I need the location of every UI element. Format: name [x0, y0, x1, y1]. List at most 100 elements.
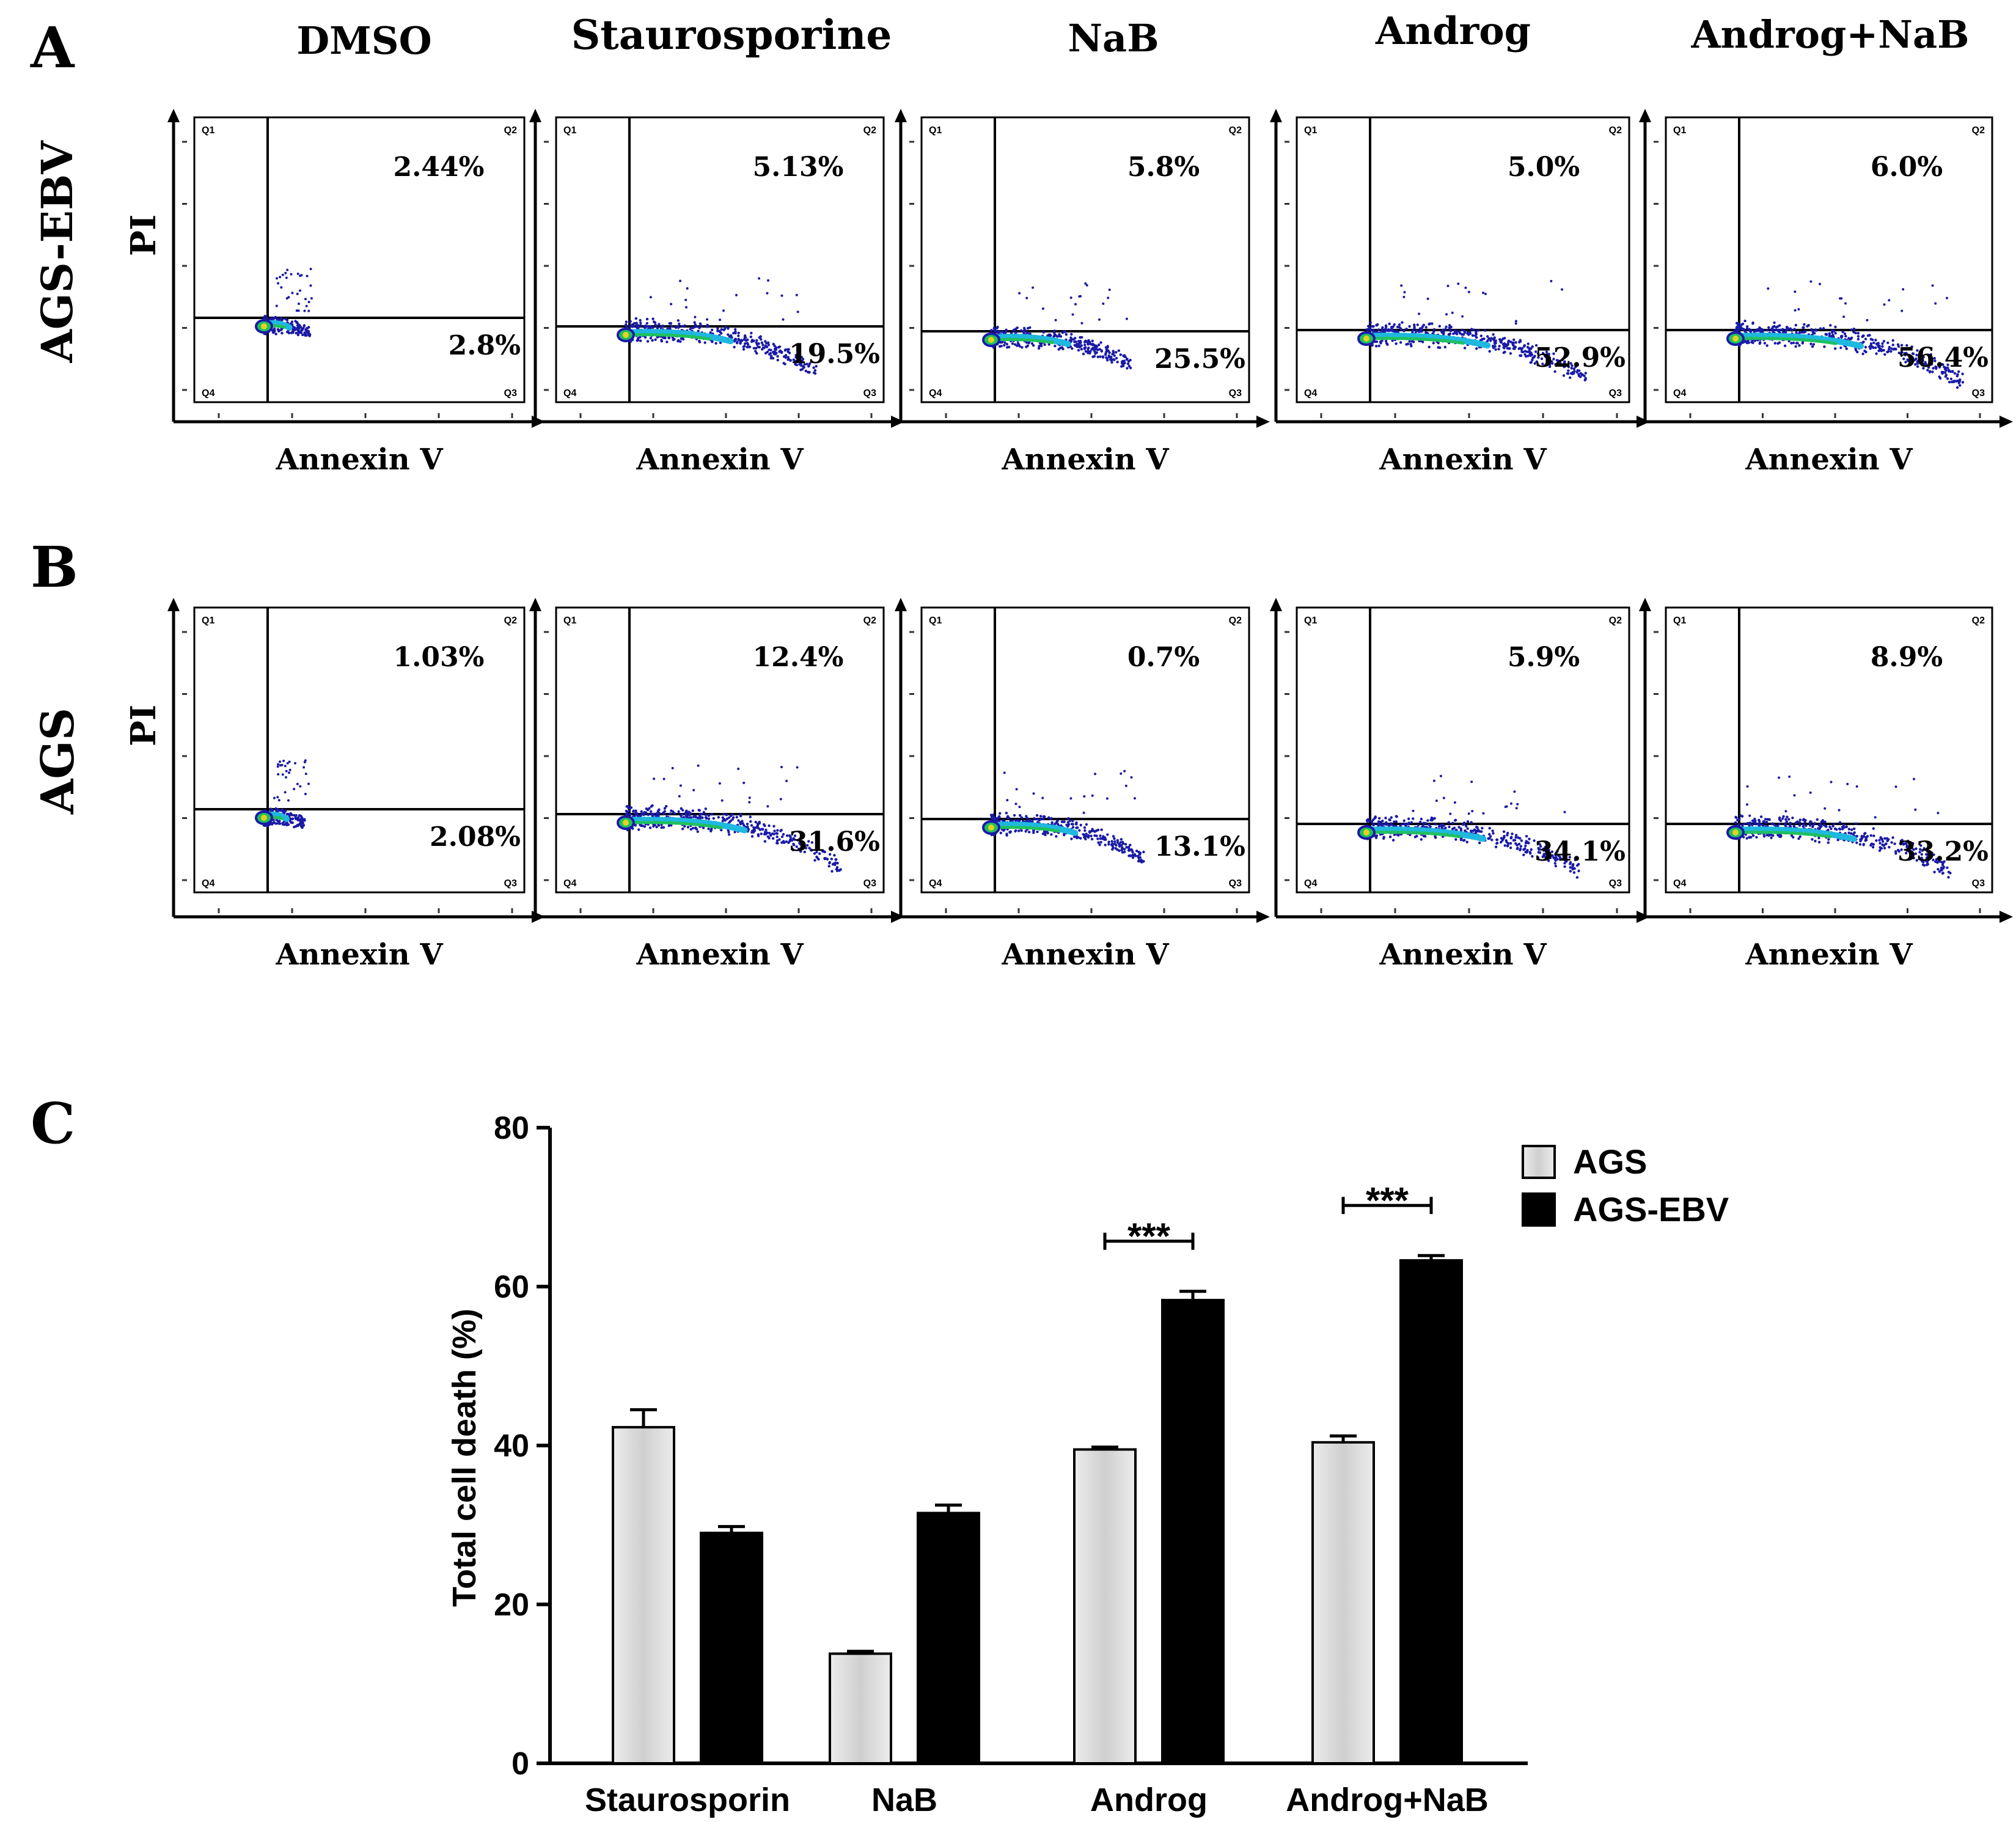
- event-dot: [776, 358, 780, 362]
- event-dot: [741, 822, 744, 825]
- event-dot: [1456, 332, 1459, 336]
- event-dot: [1937, 868, 1940, 871]
- event-dot: [1488, 832, 1491, 836]
- event-dot: [1500, 840, 1503, 844]
- event-dot: [1855, 822, 1858, 825]
- event-dot: [1477, 329, 1480, 332]
- y-tick-label: 40: [494, 1428, 529, 1464]
- event-dot: [1077, 348, 1080, 352]
- event-dot: [1890, 841, 1893, 844]
- event-dot: [1055, 820, 1059, 823]
- event-dot: [1042, 331, 1046, 334]
- event-dot: [1090, 837, 1094, 841]
- event-dot: [660, 340, 664, 343]
- event-dot: [1113, 358, 1116, 361]
- event-dot: [1551, 854, 1554, 857]
- event-dot: [694, 826, 697, 830]
- event-dot: [1791, 817, 1794, 820]
- event-dot: [1765, 329, 1769, 332]
- event-dot: [744, 334, 747, 337]
- event-dot: [1921, 849, 1924, 852]
- event-dot: [1505, 839, 1508, 842]
- event-dot: [1893, 842, 1896, 845]
- event-dot: [1932, 853, 1935, 856]
- event-dot: [720, 328, 724, 331]
- event-dot: [296, 321, 299, 324]
- event-dot: [626, 805, 629, 808]
- event-dot: [681, 809, 684, 812]
- event-dot: [1745, 837, 1748, 840]
- event-dot: [782, 832, 785, 836]
- event-dot: [270, 821, 274, 825]
- event-dot: [279, 764, 282, 767]
- event-dot: [1027, 326, 1030, 330]
- event-dot: [784, 348, 787, 351]
- x-tick-label: Androg: [1090, 1782, 1208, 1818]
- event-dot: [1734, 815, 1737, 819]
- event-dot: [787, 348, 790, 351]
- event-dot: [1014, 331, 1017, 334]
- event-dot: [728, 816, 731, 819]
- event-dot: [1857, 335, 1860, 338]
- event-dot: [1842, 823, 1845, 826]
- event-dot: [1415, 329, 1418, 332]
- event-dot: [732, 816, 735, 819]
- row-label-ags-ebv: AGS-EBV: [32, 140, 82, 364]
- event-dot: [1817, 840, 1821, 844]
- event-dot: [296, 273, 299, 275]
- event-dot: [1839, 346, 1842, 350]
- event-dot: [640, 813, 643, 817]
- event-dot: [1863, 832, 1866, 836]
- event-dot: [1109, 358, 1112, 361]
- event-dot: [753, 829, 757, 832]
- event-dot: [1881, 840, 1885, 843]
- density-core: [1734, 337, 1838, 345]
- event-dot: [1110, 361, 1113, 364]
- event-dot: [828, 853, 832, 856]
- x-axis-arrow: [891, 416, 904, 428]
- event-dot: [1827, 828, 1830, 832]
- event-dot: [1019, 814, 1022, 817]
- event-dot: [1522, 350, 1525, 353]
- event-dot: [300, 328, 303, 331]
- event-dot: [1838, 821, 1842, 824]
- event-dot: [722, 812, 725, 816]
- event-dot: [1555, 359, 1559, 362]
- event-dot: [650, 813, 653, 816]
- event-dot: [665, 805, 668, 808]
- event-dot: [1471, 810, 1474, 813]
- event-dot: [651, 317, 654, 320]
- event-dot: [776, 354, 779, 358]
- event-dot: [1482, 292, 1484, 295]
- event-dot: [290, 320, 294, 323]
- event-dot: [834, 858, 837, 861]
- treatment-header: Staurosporine: [571, 11, 892, 59]
- event-dot: [1393, 833, 1396, 836]
- event-dot: [1877, 345, 1880, 348]
- event-dot: [1869, 347, 1872, 350]
- event-dot: [1083, 795, 1086, 798]
- event-dot: [1112, 846, 1115, 850]
- event-dot: [263, 315, 266, 318]
- event-dot: [742, 345, 746, 348]
- event-dot: [1864, 350, 1868, 354]
- event-dot: [768, 824, 771, 828]
- y-axis-arrow: [895, 109, 907, 122]
- event-dot: [694, 325, 697, 329]
- event-dot: [721, 816, 725, 819]
- event-dot: [1025, 341, 1028, 344]
- event-dot: [1072, 836, 1076, 839]
- event-dot: [720, 828, 723, 832]
- event-dot: [1113, 837, 1116, 840]
- event-dot: [1525, 835, 1528, 838]
- event-dot: [771, 832, 774, 836]
- event-dot: [1368, 327, 1372, 330]
- event-dot: [1577, 869, 1580, 873]
- event-dot: [296, 782, 299, 785]
- event-dot: [1824, 807, 1827, 810]
- event-dot: [1537, 851, 1540, 854]
- event-dot: [276, 807, 279, 811]
- event-dot: [807, 840, 810, 843]
- event-dot: [1822, 327, 1825, 330]
